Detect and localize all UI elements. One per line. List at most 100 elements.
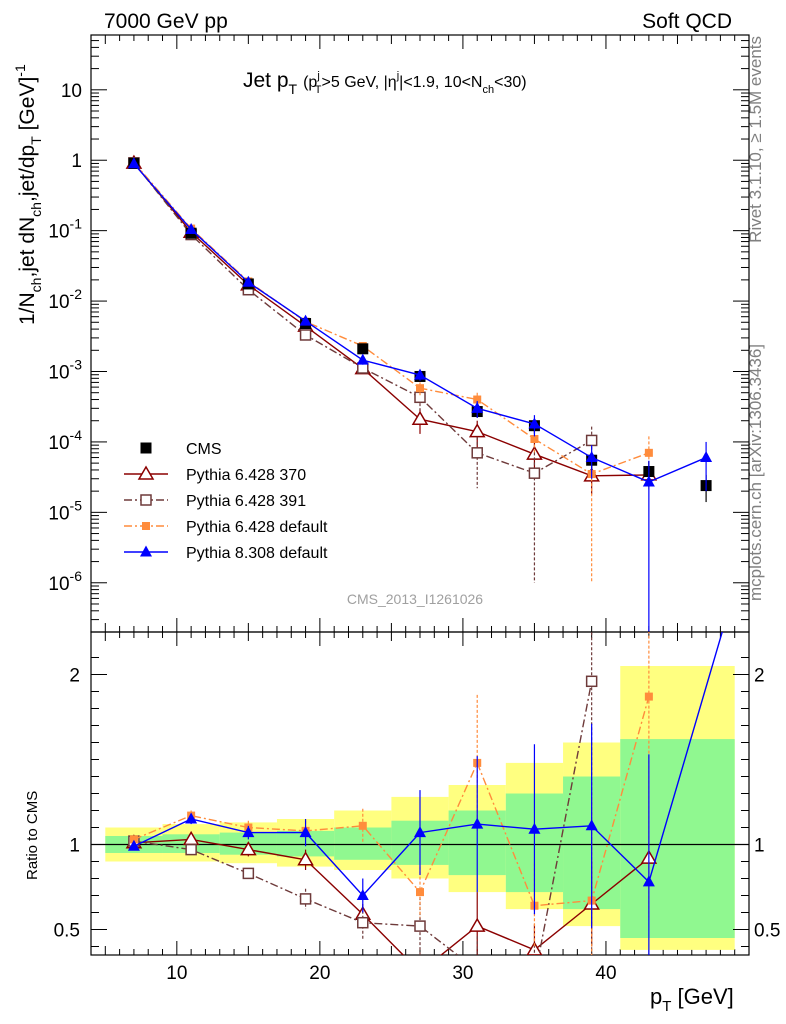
data-point <box>528 417 541 429</box>
data-point <box>471 817 484 829</box>
data-point <box>416 888 424 897</box>
green-band-bin <box>334 827 392 860</box>
main-ylabel: 1/Nch,jet dNch,jet/dpT [GeV]-1 <box>12 64 44 325</box>
data-point <box>471 401 484 413</box>
ratio-y-tick-label: 1 <box>69 836 80 857</box>
rivet-label: Rivet 3.1.10, ≥ 1.5M events <box>746 36 765 243</box>
legend-label: Pythia 6.428 default <box>186 519 328 536</box>
y-tick-label: 10-2 <box>48 286 82 313</box>
ratio-y-tick-label-right: 2 <box>754 666 765 687</box>
y-tick-label: 10-4 <box>48 427 82 454</box>
series-line <box>133 838 650 955</box>
series-pythia-8-308-default <box>127 583 741 955</box>
series-pythia-6-428-391 <box>128 632 598 984</box>
ratio-y-tick-label: 0.5 <box>54 921 80 942</box>
x-tick-label: 20 <box>309 963 330 984</box>
analysis-watermark: CMS_2013_I1261026 <box>347 591 483 607</box>
green-band-bin <box>620 739 735 938</box>
data-point <box>644 448 653 457</box>
data-point <box>414 826 426 838</box>
data-point <box>528 467 541 479</box>
y-tick-label: 10-5 <box>48 497 82 524</box>
main-title: Jet pT (pj T>5 GeV, |ηj|<1.9, 10<Nch<30) <box>243 69 527 97</box>
data-point <box>357 343 369 355</box>
legend-marker <box>137 465 155 480</box>
data-point <box>468 423 486 438</box>
data-point <box>411 410 429 425</box>
data-point <box>416 384 424 393</box>
data-point <box>528 822 541 834</box>
data-point <box>642 875 655 887</box>
data-point <box>127 157 140 169</box>
data-point <box>644 692 653 701</box>
data-point <box>129 835 138 844</box>
data-point <box>242 275 255 287</box>
data-point <box>530 435 539 444</box>
series-line <box>133 162 592 474</box>
legend-label: CMS <box>186 441 222 458</box>
legend-marker <box>140 545 152 557</box>
data-point <box>468 917 486 932</box>
data-point <box>585 819 598 831</box>
data-point <box>585 451 598 463</box>
data-point <box>297 851 314 866</box>
legend-label: Pythia 8.308 default <box>186 545 328 562</box>
legend: CMS Pythia 6.428 370 Pythia 6.428 391 Pythi… <box>124 441 328 562</box>
y-tick-label: 10-3 <box>48 357 82 384</box>
data-point <box>472 965 482 975</box>
data-point <box>242 826 255 838</box>
data-point <box>240 841 257 856</box>
legend-marker <box>142 522 150 530</box>
data-point <box>585 675 598 688</box>
ratio-y-tick-label-right: 1 <box>754 836 765 857</box>
data-point <box>585 434 598 447</box>
legend-label: Pythia 6.428 391 <box>186 493 306 510</box>
data-point <box>729 583 741 594</box>
header-right: Soft QCD <box>642 10 732 33</box>
ratio-y-tick-label: 2 <box>69 666 80 687</box>
data-point <box>414 920 426 932</box>
data-point <box>299 826 312 838</box>
data-point <box>356 889 369 900</box>
series-line <box>133 162 649 477</box>
data-point <box>358 821 367 830</box>
series-pythia-8-308-default <box>127 157 713 632</box>
data-point <box>413 965 427 977</box>
data-point <box>299 314 312 326</box>
y-tick-label: 1 <box>71 151 82 172</box>
series-line <box>133 161 650 475</box>
data-point <box>471 447 483 459</box>
data-point <box>356 353 369 365</box>
y-tick-label: 10-6 <box>48 568 82 595</box>
data-point <box>357 916 369 929</box>
legend-marker <box>140 442 152 454</box>
series-line <box>133 163 707 483</box>
main-panel: 10 1 10-1 10-2 10-3 10-4 10-5 10-6 <box>48 34 750 955</box>
data-point <box>242 867 255 880</box>
data-point <box>127 839 140 851</box>
data-point <box>185 812 198 824</box>
data-point <box>185 843 197 856</box>
x-axis-label: pT [GeV] <box>650 984 734 1015</box>
data-point <box>529 974 539 984</box>
ratio-ylabel: Ratio to CMS <box>24 791 41 880</box>
data-point <box>473 395 482 404</box>
mcplots-label: mcplots.cern.ch [arXiv:1306.3436] <box>746 344 765 601</box>
y-tick-label: 10-1 <box>48 216 82 243</box>
y-tick-label: 10 <box>61 81 82 102</box>
data-point <box>299 329 312 341</box>
data-point <box>700 451 713 463</box>
ratio-panel: 10 20 30 40 0.5 0.5 1 1 2 2 <box>54 583 780 984</box>
x-tick-label: 40 <box>595 963 616 984</box>
legend-label: Pythia 6.428 370 <box>186 467 306 484</box>
legend-marker <box>140 494 152 506</box>
x-tick-label: 10 <box>166 963 187 984</box>
data-point <box>185 222 198 234</box>
data-point <box>414 368 426 380</box>
header-left: 7000 GeV pp <box>104 10 228 33</box>
data-point <box>642 475 655 487</box>
main-frame <box>90 34 750 633</box>
data-point <box>414 391 426 404</box>
data-point <box>299 893 312 905</box>
